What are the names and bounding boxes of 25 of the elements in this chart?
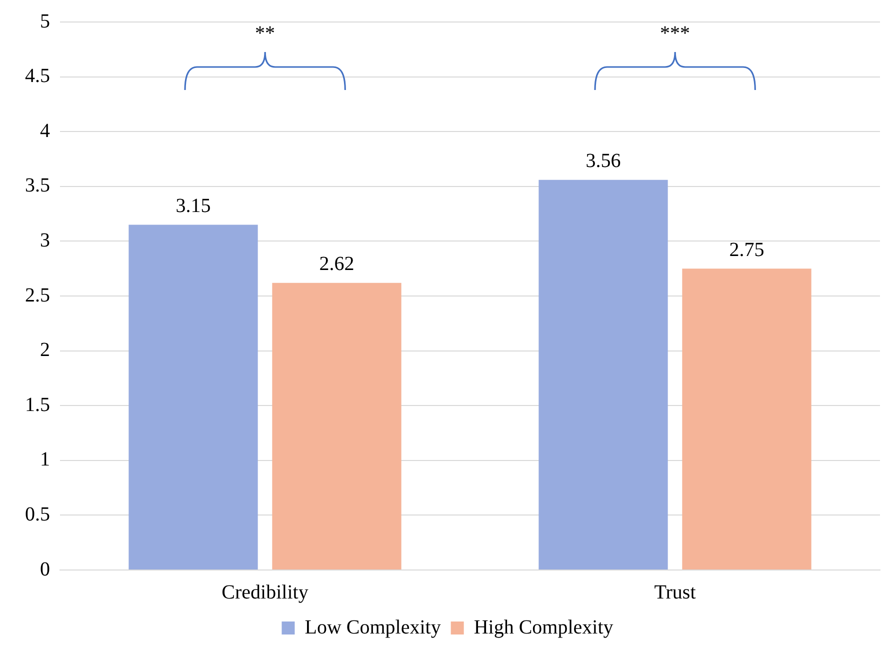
y-tick-label: 2 (40, 339, 50, 362)
y-tick-label: 5 (40, 10, 50, 32)
y-tick-label: 2.5 (25, 284, 50, 306)
legend-label: High Complexity (474, 616, 614, 638)
bar (538, 180, 668, 570)
y-tick-label: 4.5 (25, 65, 50, 88)
data-label: 3.56 (586, 150, 621, 172)
y-tick-label: 3 (40, 229, 50, 252)
bar (682, 268, 812, 570)
y-tick-label: 1 (40, 448, 50, 471)
legend-label: Low Complexity (304, 616, 441, 638)
data-label: 2.75 (729, 238, 764, 261)
y-tick-label: 0.5 (25, 503, 50, 526)
y-tick-label: 4 (40, 120, 50, 142)
x-tick-label: Trust (654, 581, 696, 604)
data-label: 2.62 (319, 253, 354, 276)
bar (128, 224, 258, 570)
annotation: *** (660, 22, 690, 44)
y-tick-label: 1.5 (25, 394, 50, 416)
y-tick-label: 3.5 (25, 174, 50, 197)
data-label: 3.15 (176, 195, 211, 218)
bar (272, 282, 402, 570)
annotation: ** (255, 22, 275, 44)
x-tick-label: Credibility (222, 581, 308, 604)
y-tick-label: 0 (40, 558, 50, 580)
